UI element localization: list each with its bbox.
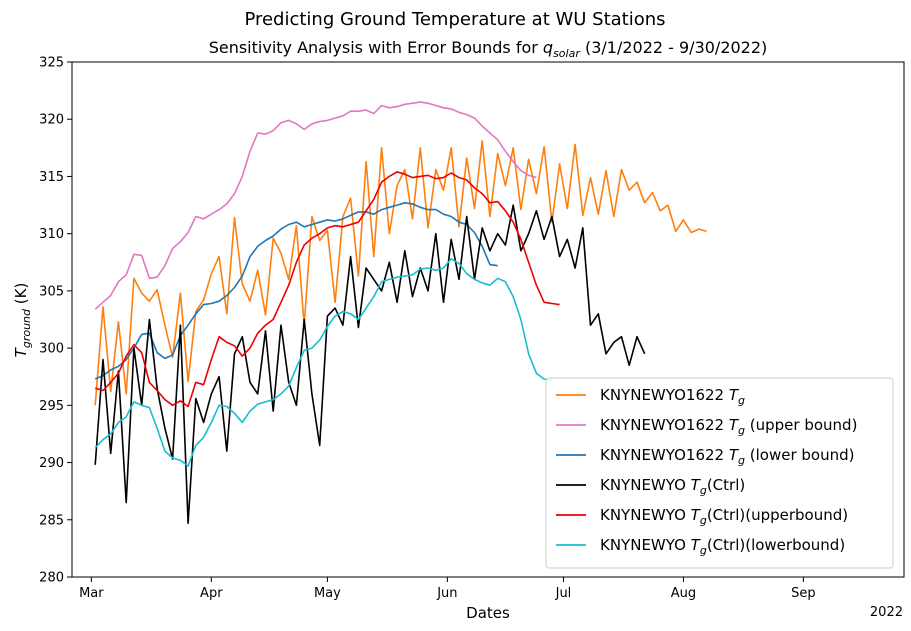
y-tick-label: 305 <box>39 284 64 299</box>
legend-entry: KNYNEWYO1622 Tg (upper bound) <box>600 416 857 437</box>
y-axis: 280 285 290 295 300 305 310 315 320 325 <box>39 56 72 586</box>
series-line-1 <box>94 140 707 406</box>
y-axis-label: Tground (K) <box>12 283 33 358</box>
y-tick-label: 290 <box>39 456 64 471</box>
y-axis-label-sub: ground <box>20 308 33 348</box>
legend-entry: KNYNEWYO Tg(Ctrl)(upperbound) <box>600 506 848 527</box>
axes-frame <box>71 61 905 578</box>
chart-title-sub: solar <box>553 47 581 60</box>
series-line-6 <box>94 257 553 467</box>
y-tick-label: 310 <box>39 227 64 242</box>
legend: KNYNEWYO1622 Tg KNYNEWYO1622 Tg (upper bo… <box>545 377 894 569</box>
y-tick-label: 325 <box>39 56 64 71</box>
legend-entry: KNYNEWYO Tg(Ctrl) <box>600 476 745 497</box>
series-line-4 <box>94 204 646 525</box>
y-tick-label: 315 <box>39 170 64 185</box>
plot-area <box>94 101 707 525</box>
chart-title-main: Sensitivity Analysis with Error Bounds f… <box>209 38 543 57</box>
y-tick-label: 285 <box>39 513 64 528</box>
y-tick-label: 300 <box>39 342 64 357</box>
x-axis: Mar Apr May Jun Jul Aug Sep <box>79 577 816 601</box>
legend-entry: KNYNEWYO1622 Tg <box>600 386 745 407</box>
x-tick-label: Sep <box>791 586 816 601</box>
x-axis-year-label: 2022 <box>870 605 903 620</box>
x-tick-label: Apr <box>200 586 223 601</box>
legend-entry: KNYNEWYO Tg(Ctrl)(lowerbound) <box>600 536 845 557</box>
figure-suptitle: Predicting Ground Temperature at WU Stat… <box>244 9 665 30</box>
legend-box <box>545 377 894 569</box>
x-tick-label: Mar <box>79 586 104 601</box>
x-tick-label: May <box>314 586 341 601</box>
chart-title-dates: (3/1/2022 - 9/30/2022) <box>580 38 767 57</box>
legend-entry: KNYNEWYO1622 Tg (lower bound) <box>600 446 854 467</box>
series-line-2 <box>94 101 537 310</box>
x-tick-label: Aug <box>671 586 696 601</box>
chart-title: Sensitivity Analysis with Error Bounds f… <box>209 38 768 60</box>
x-tick-label: Jul <box>555 586 572 601</box>
y-axis-label-unit: (K) <box>12 283 30 309</box>
chart-title-q: q <box>543 38 553 57</box>
y-tick-label: 320 <box>39 113 64 128</box>
series-line-5 <box>94 171 560 408</box>
y-axis-label-T: T <box>12 346 30 357</box>
x-axis-label: Dates <box>466 604 510 622</box>
x-tick-label: Jun <box>436 586 457 601</box>
y-tick-label: 295 <box>39 399 64 414</box>
y-tick-label: 280 <box>39 571 64 586</box>
series-line-3 <box>94 202 498 380</box>
